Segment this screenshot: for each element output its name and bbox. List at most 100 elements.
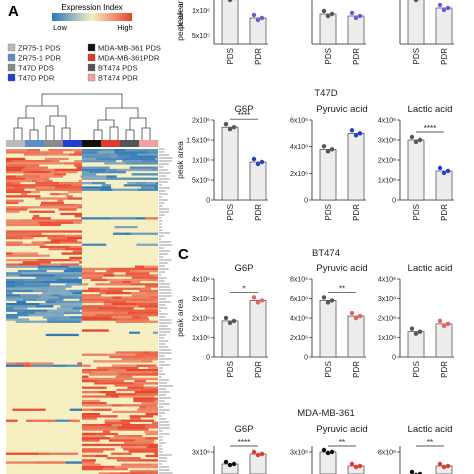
- heatmap-cell: [6, 219, 21, 222]
- data-point: [223, 459, 229, 465]
- heatmap-cell: [155, 166, 158, 169]
- heatmap-cell: [88, 373, 119, 376]
- heatmap-cell: [48, 289, 70, 293]
- bar: [221, 320, 239, 358]
- y-tick-label: 6x10⁶: [290, 118, 308, 125]
- heatmap-cell: [77, 206, 82, 209]
- heatmap-cell: [144, 437, 158, 440]
- group-bar-cell: [63, 140, 73, 147]
- data-point: [409, 134, 415, 140]
- y-tick-label: 6x10⁶: [290, 296, 308, 303]
- group-title: T47D: [314, 88, 337, 99]
- heatmap-cell: [130, 283, 156, 286]
- heatmap-cell: [56, 307, 73, 310]
- group-title: BT474: [312, 248, 340, 259]
- heatmap-cell: [134, 391, 158, 394]
- heatmap-cell: [39, 245, 71, 249]
- heatmap-cell: [115, 320, 147, 323]
- bar: [319, 148, 337, 201]
- y-tick-label: 3x10⁸: [378, 296, 396, 303]
- heatmap-cell: [74, 215, 82, 218]
- heatmap-cell: [44, 157, 69, 161]
- heatmap-cell: [101, 318, 117, 321]
- heatmap-cell: [109, 355, 145, 359]
- heatmap-cell: [82, 168, 106, 172]
- y-axis-label: peak area: [175, 0, 185, 29]
- heatmap-cell: [104, 162, 127, 165]
- data-point: [329, 449, 335, 455]
- data-point: [413, 331, 419, 336]
- heatmap-cell: [35, 276, 62, 279]
- heatmap-cell: [82, 391, 100, 394]
- heatmap-cell: [12, 182, 21, 185]
- group-bar-cell: [91, 140, 102, 147]
- heatmap-cell: [147, 267, 158, 271]
- heatmap-cell: [33, 289, 49, 293]
- heatmap-cell: [40, 217, 51, 220]
- heatmap-cell: [6, 195, 41, 198]
- heatmap-cell: [82, 171, 89, 174]
- heatmap-cell: [41, 201, 64, 205]
- heatmap-cell: [109, 267, 139, 271]
- heatmap-cell: [48, 149, 73, 152]
- heatmap-cell: [6, 419, 18, 422]
- heatmap-cell: [116, 305, 133, 308]
- heatmap-cell: [139, 406, 147, 409]
- data-point: [251, 449, 257, 455]
- data-point: [329, 11, 335, 17]
- heatmap-cell: [6, 254, 40, 257]
- heatmap-cell: [25, 184, 52, 187]
- dendrogram-branch: [45, 125, 55, 140]
- significance-label: ****: [424, 124, 436, 133]
- heatmap-cell: [156, 276, 158, 279]
- heatmap-cell: [20, 219, 33, 222]
- heatmap-cell: [150, 184, 158, 187]
- heatmap-cell: [155, 283, 158, 286]
- heatmap-cell: [6, 237, 24, 240]
- heatmap-cell: [32, 219, 56, 222]
- heatmap-cell: [146, 292, 158, 295]
- heatmap-cell: [15, 175, 41, 178]
- heatmap-cell: [82, 450, 104, 453]
- heatmap-cell: [6, 292, 13, 295]
- heatmap-cell: [104, 419, 121, 422]
- data-point: [255, 17, 261, 23]
- data-point: [321, 447, 327, 453]
- y-tick-label: 2x10⁸: [378, 316, 396, 323]
- heatmap-cell: [82, 311, 113, 315]
- data-point: [231, 125, 237, 130]
- dendrogram-branch: [93, 129, 103, 140]
- heatmap-cell: [146, 446, 158, 449]
- heatmap-cell: [112, 366, 119, 370]
- data-point: [259, 15, 265, 21]
- y-tick-label: 3x10⁶: [192, 296, 210, 303]
- expression-heatmap: [6, 149, 158, 474]
- heatmap-cell: [6, 162, 21, 165]
- chart-title: Lactic acid: [408, 104, 453, 115]
- heatmap-cell: [91, 371, 117, 374]
- heatmap-cell: [136, 443, 149, 447]
- heatmap-cell: [144, 307, 158, 310]
- heatmap-cell: [82, 395, 90, 398]
- heatmap-cell: [139, 289, 157, 293]
- heatmap-cell: [123, 184, 151, 187]
- heatmap-cell: [82, 448, 115, 451]
- heatmap-cell: [138, 270, 158, 273]
- heatmap-cell: [50, 239, 78, 242]
- heatmap-cell: [31, 241, 45, 244]
- heatmap-cell: [118, 395, 155, 398]
- heatmap-cell: [117, 155, 130, 158]
- heatmap-cell: [82, 468, 103, 471]
- data-point: [413, 0, 419, 3]
- data-point: [357, 13, 363, 19]
- heatmap-cell: [82, 364, 91, 367]
- heatmap-cell: [60, 263, 80, 266]
- heatmap-cell: [153, 274, 158, 277]
- y-tick-label: 4x10⁸: [378, 118, 396, 125]
- heatmap-cell: [127, 182, 136, 185]
- heatmap-cell: [14, 186, 21, 189]
- heatmap-cell: [97, 380, 124, 383]
- heatmap-cell: [31, 217, 41, 220]
- heatmap-cell: [134, 265, 145, 268]
- heatmap-cell: [145, 285, 158, 288]
